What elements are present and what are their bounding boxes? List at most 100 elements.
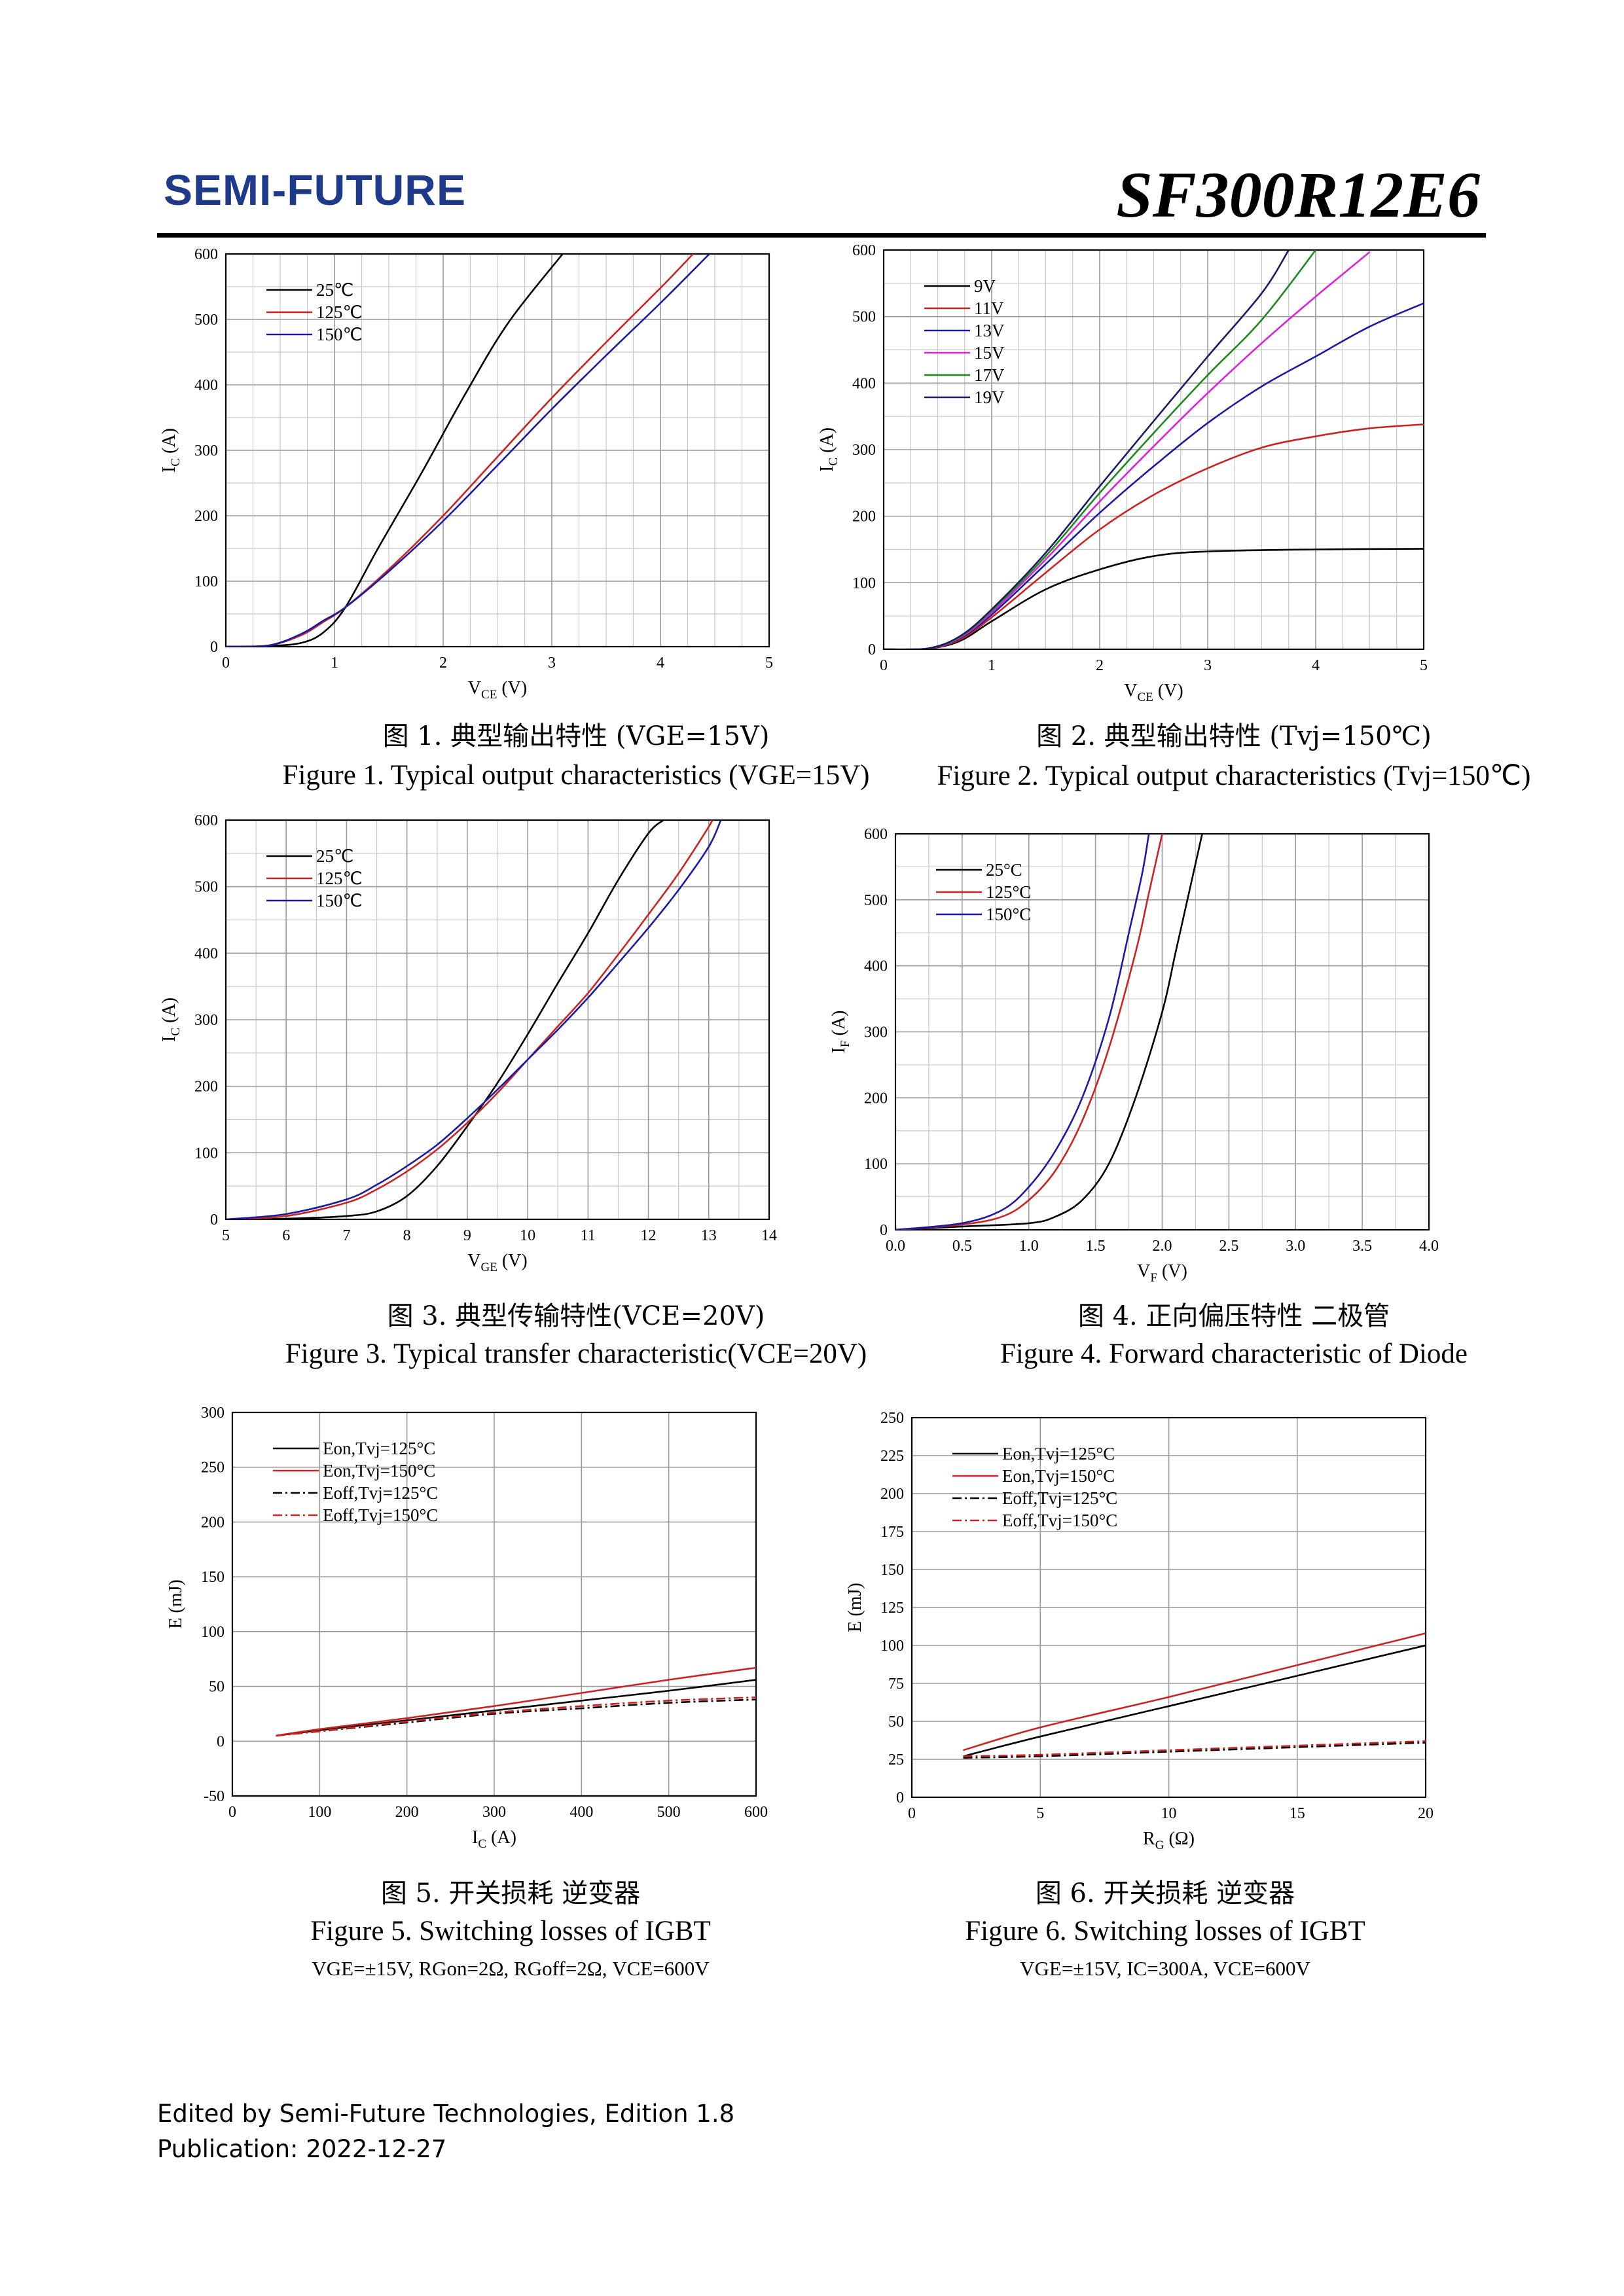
chart3-legend-label: 150℃ [316, 891, 363, 910]
chart6-ytick-label: 225 [880, 1448, 904, 1465]
chart2-xlabel: VCE (V) [1124, 681, 1183, 704]
chart6-ytick-label: 100 [880, 1638, 904, 1655]
chart3-ytick-label: 600 [194, 812, 218, 829]
chart6-xtick-label: 0 [908, 1805, 916, 1822]
chart2-xtick-label: 3 [1204, 657, 1212, 674]
chart5-ylabel: E (mJ) [166, 1579, 186, 1628]
chart1-xtick-label: 4 [657, 655, 664, 672]
chart5-legend-label: Eoff,Tvj=125°C [323, 1483, 438, 1503]
chart5-frame [231, 1411, 757, 1797]
chart2-xtick-label: 2 [1096, 657, 1104, 674]
chart4-ytick-label: 500 [864, 892, 888, 909]
figure5-caption-cn: 图 5. 开关损耗 逆变器 [380, 1878, 641, 1909]
chart3-ytick-label: 400 [194, 945, 218, 962]
chart4-ytick-label: 100 [864, 1156, 888, 1173]
chart4-ytick-label: 0 [880, 1222, 888, 1239]
chart3-ytick-label: 0 [210, 1211, 218, 1229]
chart3-legend-label: 125℃ [316, 869, 363, 888]
chart4-ytick-label: 300 [864, 1024, 888, 1041]
footer-publication: Publication: 2022-12-27 [157, 2135, 447, 2163]
chart1-legend-label: 125℃ [316, 302, 363, 322]
chart2-ytick-label: 300 [852, 442, 876, 459]
chart5-ytick-label: 150 [201, 1569, 225, 1586]
chart4-legend-label: 25°C [986, 860, 1022, 880]
chart6-legend-label: Eoff,Tvj=125°C [1002, 1488, 1117, 1508]
figure6-conditions: VGE=±15V, IC=300A, VCE=600V [1020, 1957, 1310, 1980]
chart3-series-line [226, 820, 722, 1219]
chart4-xtick-label: 2.5 [1219, 1238, 1238, 1255]
chart3-xtick-label: 14 [761, 1227, 777, 1244]
chart5-series-line [276, 1666, 756, 1737]
chart4-xlabel: VF (V) [1137, 1261, 1187, 1285]
chart6-xtick-label: 20 [1418, 1805, 1434, 1822]
chart1-ytick-label: 0 [210, 639, 218, 656]
chart6-series-line [963, 1644, 1426, 1757]
chart5-xtick-label: 0 [228, 1804, 236, 1821]
chart1-xtick-label: 3 [548, 655, 556, 672]
chart2-xtick-label: 0 [880, 657, 888, 674]
figure5-conditions: VGE=±15V, RGon=2Ω, RGoff=2Ω, VCE=600V [312, 1957, 710, 1980]
chart3-xtick-label: 9 [463, 1227, 471, 1244]
chart5-legend-label: Eon,Tvj=150°C [323, 1461, 435, 1480]
chart6-frame [911, 1416, 1427, 1799]
chart3-legend-label: 25℃ [316, 846, 353, 866]
figure4-caption-cn: 图 4. 正向偏压特性 二极管 [1077, 1301, 1390, 1331]
chart2-frame [882, 249, 1425, 651]
chart2-series-line [884, 250, 1290, 649]
chart6-legend-label: Eoff,Tvj=150°C [1002, 1511, 1117, 1530]
chart6-ytick-label: 0 [896, 1789, 904, 1806]
chart5-xtick-label: 600 [744, 1804, 768, 1821]
chart2-legend-label: 13V [974, 321, 1005, 340]
chart5-legend-label: Eon,Tvj=125°C [323, 1439, 435, 1458]
chart2-ytick-label: 0 [868, 641, 876, 658]
chart4-ytick-label: 400 [864, 958, 888, 975]
chart1-xtick-label: 2 [439, 655, 447, 672]
chart4-ytick-label: 200 [864, 1090, 888, 1107]
chart3-xtick-label: 10 [520, 1227, 535, 1244]
chart5-ytick-label: 300 [201, 1405, 225, 1422]
chart1-xtick-label: 5 [765, 655, 773, 672]
chart1-xtick-label: 0 [222, 655, 230, 672]
chart3-ylabel: IC (A) [159, 997, 183, 1042]
chart5-legend-label: Eoff,Tvj=150°C [323, 1505, 438, 1525]
chart5-xtick-label: 500 [657, 1804, 681, 1821]
chart6-ytick-label: 50 [888, 1713, 904, 1731]
chart6-series-line [963, 1742, 1426, 1759]
chart5-series-line [276, 1696, 756, 1737]
chart2-ytick-label: 200 [852, 509, 876, 526]
chart3-xtick-label: 6 [282, 1227, 290, 1244]
chart5-xtick-label: 400 [569, 1804, 593, 1821]
chart3-series-line [226, 820, 713, 1219]
chart1-series-line [226, 254, 564, 647]
figure6-caption-cn: 图 6. 开关损耗 逆变器 [1035, 1878, 1295, 1909]
chart4-xtick-label: 1.0 [1019, 1238, 1039, 1255]
chart4-xtick-label: 0.0 [886, 1238, 905, 1255]
chart3-frame [225, 819, 770, 1221]
chart4-ylabel: IF (A) [829, 1011, 852, 1054]
chart6-ytick-label: 200 [880, 1486, 904, 1503]
chart5-ytick-label: 100 [201, 1624, 225, 1641]
figure3-caption-en: Figure 3. Typical transfer characteristi… [285, 1338, 867, 1369]
chart4-xtick-label: 3.0 [1286, 1238, 1305, 1255]
chart1-series-line [226, 254, 710, 647]
chart5-series-line [276, 1679, 756, 1737]
chart6-ytick-label: 175 [880, 1524, 904, 1541]
chart4-xtick-label: 4.0 [1419, 1238, 1439, 1255]
chart2-legend-label: 15V [974, 343, 1005, 363]
chart4-xtick-label: 0.5 [952, 1238, 972, 1255]
chart4-xtick-label: 2.0 [1153, 1238, 1172, 1255]
chart5-ytick-label: 50 [209, 1679, 225, 1696]
chart1-ytick-label: 600 [194, 246, 218, 263]
chart2-legend-label: 11V [974, 298, 1004, 318]
chart6-legend-label: Eon,Tvj=125°C [1002, 1444, 1115, 1463]
header-rule [157, 233, 1486, 238]
chart4-xtick-label: 3.5 [1352, 1238, 1372, 1255]
chart2-ytick-label: 100 [852, 575, 876, 592]
chart5-xlabel: IC (A) [472, 1827, 516, 1851]
chart6-series-line [963, 1632, 1426, 1751]
chart6-xtick-label: 5 [1036, 1805, 1044, 1822]
chart1-ylabel: IC (A) [159, 428, 183, 473]
chart4-ytick-label: 600 [864, 826, 888, 843]
chart3-xtick-label: 13 [701, 1227, 717, 1244]
part-number: SF300R12E6 [1116, 158, 1480, 231]
